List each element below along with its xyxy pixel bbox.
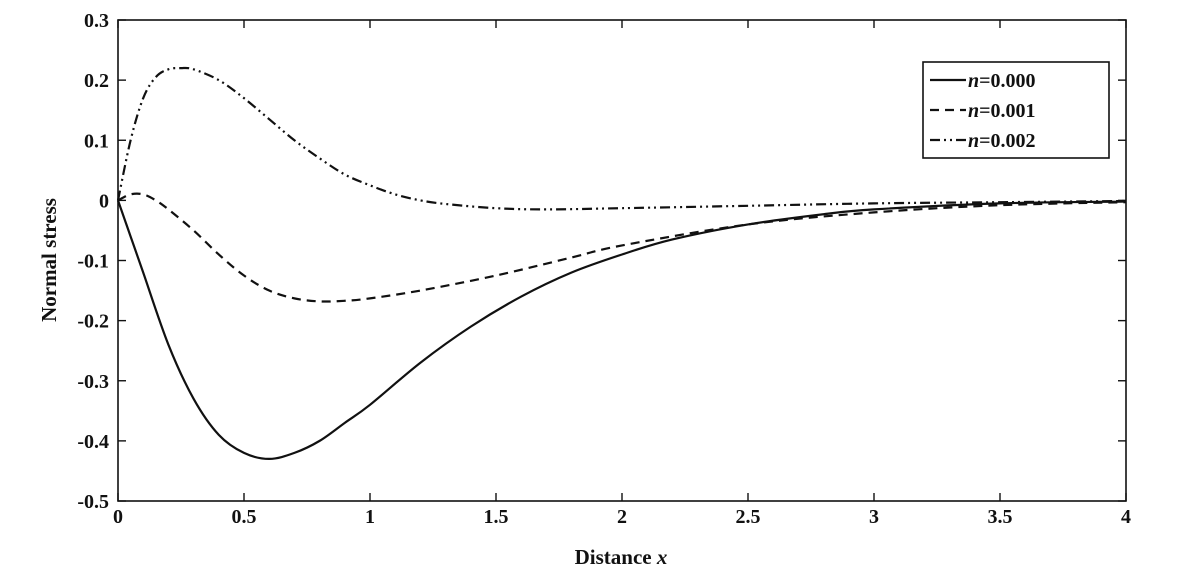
y-tick-label: -0.3 — [77, 371, 109, 393]
x-tick-label: 1.5 — [484, 506, 509, 528]
y-axis-label: Normal stress — [37, 198, 61, 322]
x-tick-label: 2.5 — [736, 506, 761, 528]
x-axis-label-variable: x — [656, 545, 668, 569]
x-tick-label: 3.5 — [988, 506, 1013, 528]
legend-entry-value: =0.002 — [979, 130, 1035, 152]
legend-entry-variable: n — [968, 100, 979, 122]
y-tick-label: 0 — [99, 190, 109, 212]
x-tick-label: 4 — [1121, 506, 1131, 528]
x-tick-label: 0.5 — [232, 506, 257, 528]
legend-entry-variable: n — [968, 130, 979, 152]
legend-entry-1: n=0.001 — [968, 100, 1036, 122]
x-tick-label: 2 — [617, 506, 627, 528]
y-tick-label: -0.2 — [77, 311, 109, 333]
axis-ticks: 0 0.5 1 1.5 2 2.5 3 3.5 4 0.3 0.2 0.1 0 -0.1 -0.2 -0.3 -… — [77, 10, 1131, 528]
legend-entry-0: n=0.000 — [968, 70, 1036, 92]
legend-entry-value: =0.000 — [979, 70, 1035, 92]
series-line-1 — [117, 192, 1127, 303]
plot-frame — [117, 19, 1127, 502]
series-line-2 — [116, 66, 1127, 211]
y-tick-label: -0.1 — [77, 251, 109, 273]
y-tick-label: 0.2 — [84, 70, 109, 92]
y-tick-label: -0.4 — [77, 431, 109, 453]
legend-entry-2: n=0.002 — [968, 130, 1036, 152]
x-tick-label: 1 — [365, 506, 375, 528]
y-tick-label: 0.1 — [84, 130, 109, 152]
x-axis-label-text: Distance — [575, 545, 652, 569]
x-tick-label: 3 — [869, 506, 879, 528]
series-line-0 — [116, 200, 1127, 461]
legend-entry-variable: n — [968, 70, 979, 92]
y-tick-label: -0.5 — [77, 491, 109, 513]
legend-entry-value: =0.001 — [979, 100, 1035, 122]
x-axis-label: Distance x — [575, 545, 668, 569]
y-tick-label: 0.3 — [84, 10, 109, 32]
x-tick-label: 0 — [113, 506, 123, 528]
series-lines — [116, 66, 1127, 461]
